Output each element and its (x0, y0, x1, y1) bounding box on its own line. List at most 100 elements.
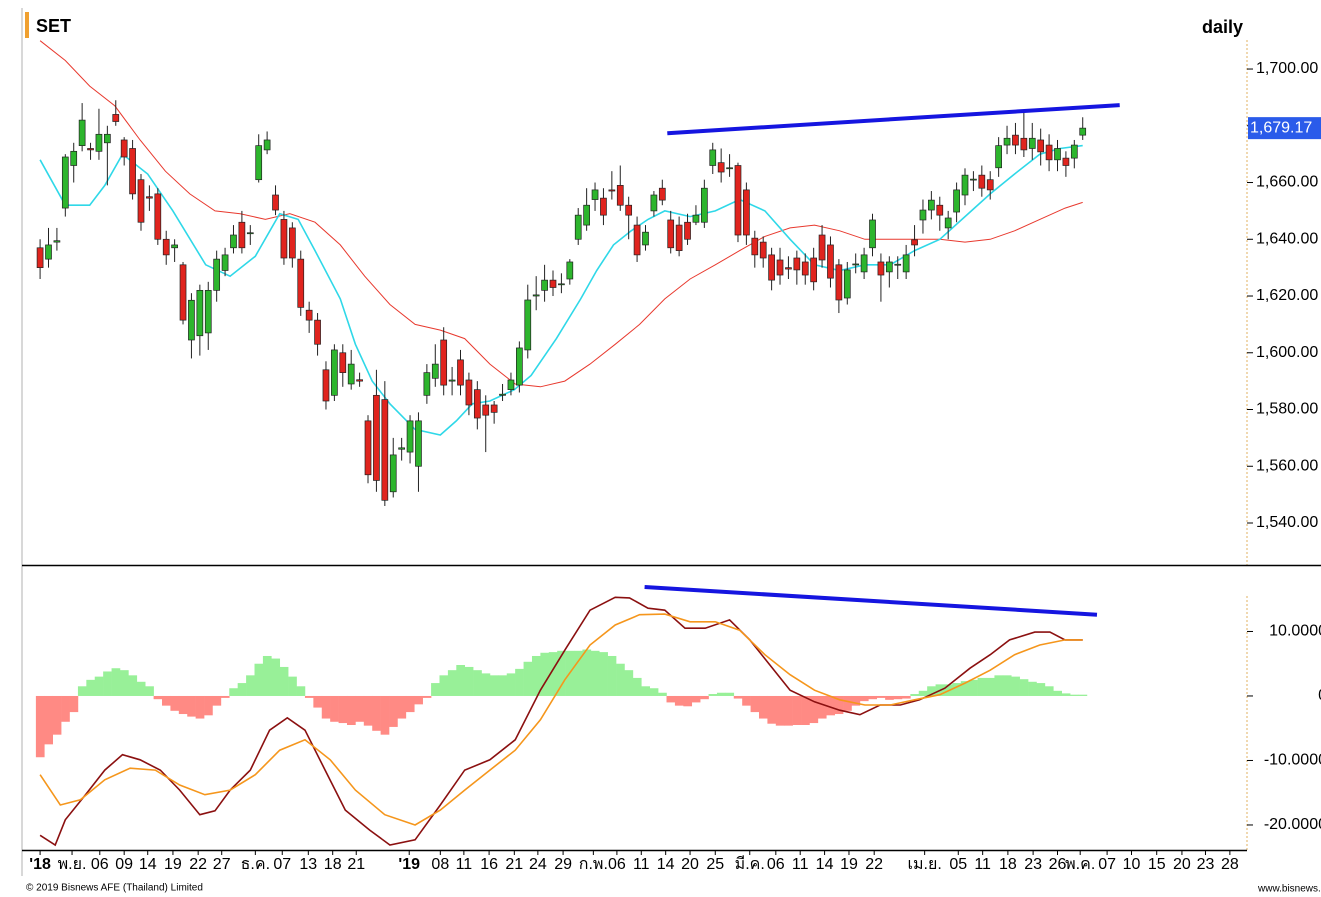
candle-body (658, 187, 666, 201)
candle-body (608, 189, 616, 192)
macd-line (39, 596, 1083, 847)
candle-body (188, 299, 195, 341)
histogram-bar (279, 666, 289, 696)
x-tick-label: พ.ค. (1065, 856, 1095, 873)
candle-body (288, 227, 296, 259)
candle-body (944, 217, 952, 229)
candle-body (356, 379, 363, 382)
histogram-bar (725, 692, 735, 696)
histogram-bar (1061, 693, 1071, 696)
candle-body (675, 224, 683, 251)
candle-body (87, 148, 94, 151)
x-tick-label: มี.ค. (735, 855, 765, 873)
x-tick-label: 05 (949, 856, 967, 873)
candle-body (970, 178, 977, 181)
candle-body (465, 379, 473, 406)
y-tick-label: -10.0000 (1264, 752, 1321, 769)
y-tick-label: 1,580.00 (1256, 401, 1318, 418)
candle-body (852, 263, 860, 266)
histogram-bar (313, 695, 323, 708)
candle-body (1028, 137, 1036, 149)
histogram-bar (481, 673, 491, 696)
candle-body (600, 197, 607, 216)
candle-body (902, 254, 910, 273)
candle-body (801, 261, 809, 276)
x-tick-label: 19 (164, 856, 182, 873)
histogram-bar (548, 652, 558, 696)
x-tick-label: 06 (91, 856, 109, 873)
histogram-bar (969, 679, 978, 696)
histogram-bar (153, 695, 163, 700)
x-tick-label: 27 (213, 856, 231, 873)
histogram-bar (321, 695, 331, 719)
x-tick-label: 28 (1221, 856, 1239, 873)
candle-body (373, 394, 380, 481)
histogram-bar (35, 695, 45, 758)
histogram-bar (666, 695, 676, 703)
histogram-bar (1044, 686, 1054, 696)
histogram-bar (624, 670, 634, 696)
candle-body (1070, 144, 1078, 159)
candle-body (869, 219, 876, 249)
candle-body (835, 264, 843, 301)
histogram-bar (817, 695, 827, 719)
histogram-bar (44, 695, 54, 745)
histogram-bar (977, 677, 987, 696)
x-tick-label: 11 (633, 856, 650, 873)
y-tick-label: 1,600.00 (1256, 344, 1318, 361)
x-tick-label: ธ.ค. (241, 856, 270, 873)
x-tick-label: '18 (29, 856, 51, 873)
histogram-bar (918, 690, 928, 696)
chart-subtitle: daily (1202, 17, 1243, 37)
candle-body (448, 379, 456, 382)
candle-body (894, 263, 902, 266)
y-tick-label: 0 (1318, 687, 1321, 704)
histogram-bar (212, 695, 222, 706)
histogram-bar (296, 686, 306, 696)
x-tick-label: 20 (681, 856, 699, 873)
candle-body (406, 420, 414, 453)
histogram-bar (632, 677, 642, 696)
histogram-bar (859, 695, 869, 702)
candle-body (532, 294, 540, 297)
candle-body (398, 447, 405, 450)
x-tick-label: 08 (431, 856, 449, 873)
histogram-bar (77, 686, 87, 696)
copyright: © 2019 Bisnews AFE (Thailand) Limited (26, 883, 203, 894)
macd-line (39, 613, 1083, 826)
candle-body (78, 119, 86, 146)
histogram-bar (145, 686, 154, 696)
candle-body (843, 269, 851, 299)
histogram-bar (582, 649, 592, 696)
histogram-bar (691, 695, 701, 703)
candle-body (347, 363, 355, 385)
histogram-bar (540, 652, 550, 696)
chart-title: SET (36, 16, 71, 36)
histogram-bar (178, 695, 188, 715)
candle-body (625, 204, 633, 216)
candle-body (860, 254, 868, 273)
trendline (667, 103, 1120, 136)
histogram-bar (195, 695, 205, 719)
x-tick-label: 14 (816, 856, 834, 873)
histogram-bar (389, 695, 398, 727)
candle-body (364, 420, 372, 476)
candle-body (793, 257, 801, 271)
candle-body (179, 264, 187, 321)
candle-body (280, 219, 288, 259)
candle-body (995, 145, 1002, 169)
x-tick-label: 25 (706, 856, 724, 873)
histogram-bar (204, 695, 213, 716)
x-tick-label: 21 (347, 856, 365, 873)
histogram-bar (229, 688, 238, 696)
last-price-box (1248, 117, 1321, 140)
histogram-bar (733, 695, 743, 699)
candle-body (919, 209, 927, 221)
moving-average (39, 144, 1083, 436)
histogram-bar (355, 695, 365, 722)
candle-body (936, 204, 944, 216)
histogram-bar (380, 695, 390, 735)
candle-body (558, 283, 565, 286)
histogram-bar (607, 655, 617, 696)
candle-body (314, 319, 321, 345)
